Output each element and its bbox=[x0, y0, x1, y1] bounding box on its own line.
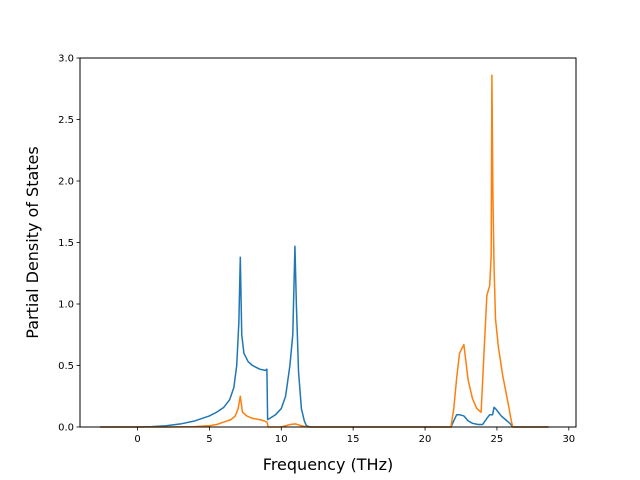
y-tick-label: 1.0 bbox=[58, 300, 74, 311]
y-tick-label: 2.5 bbox=[58, 115, 74, 126]
y-tick-label: 0.5 bbox=[58, 361, 74, 372]
x-tick-label: 15 bbox=[347, 434, 360, 445]
x-tick-label: 5 bbox=[206, 434, 212, 445]
x-tick-label: 0 bbox=[134, 434, 140, 445]
x-tick-label: 25 bbox=[491, 434, 504, 445]
y-tick-label: 3.0 bbox=[58, 54, 74, 65]
y-tick-label: 1.5 bbox=[58, 238, 74, 249]
x-tick-label: 30 bbox=[562, 434, 575, 445]
x-axis: 0 5 10 15 20 25 30 bbox=[134, 427, 575, 445]
x-tick-label: 10 bbox=[275, 434, 288, 445]
y-tick-label: 0.0 bbox=[58, 423, 74, 434]
y-axis: 0.0 0.5 1.0 1.5 2.0 2.5 3.0 bbox=[58, 54, 80, 434]
y-axis-label: Partial Density of States bbox=[23, 146, 42, 338]
x-tick-label: 20 bbox=[419, 434, 432, 445]
series-line-1 bbox=[100, 245, 549, 428]
y-tick-label: 2.0 bbox=[58, 177, 74, 188]
x-axis-label: Frequency (THz) bbox=[263, 455, 393, 474]
